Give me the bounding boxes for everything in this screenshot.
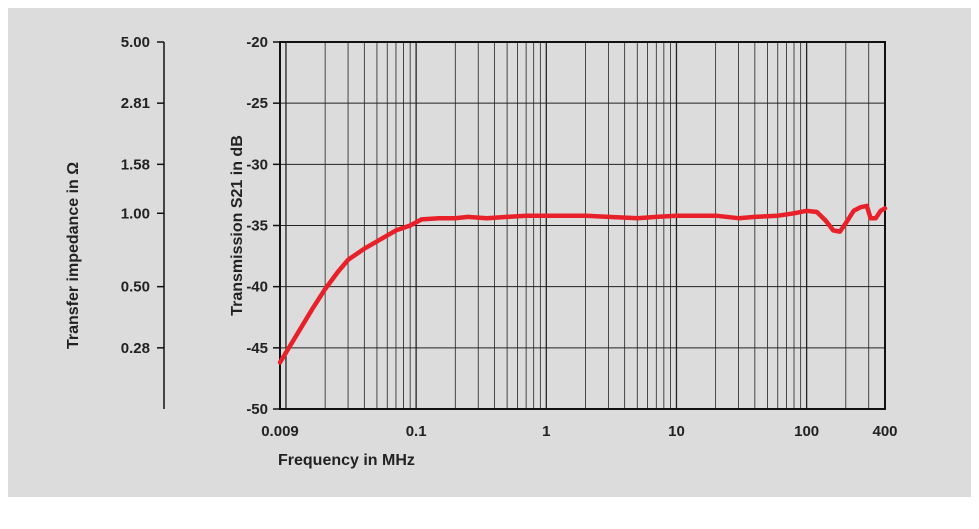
y-tick-label: -45 bbox=[246, 340, 268, 357]
x-tick-labels: 0.009 0.1 1 10 100 400 bbox=[261, 423, 897, 440]
x-tick-label: 10 bbox=[668, 423, 685, 440]
y-tick-label: -50 bbox=[246, 401, 268, 418]
x-tick-label: 0.009 bbox=[261, 423, 299, 440]
chart-grid bbox=[279, 41, 885, 410]
secondary-y-axis-title: Transfer impedance in Ω bbox=[65, 162, 82, 349]
secondary-axis: 5.00 2.81 1.58 1.00 0.50 0.28 bbox=[121, 34, 165, 409]
secondary-tick-label: 1.58 bbox=[121, 156, 150, 173]
y-tick-label: -25 bbox=[246, 95, 268, 112]
secondary-tick-label: 0.28 bbox=[121, 340, 150, 357]
secondary-tick-label: 5.00 bbox=[121, 34, 150, 51]
x-tick-label: 400 bbox=[872, 423, 897, 440]
y-tick-label: -20 bbox=[246, 34, 268, 51]
series-layer bbox=[277, 203, 888, 365]
x-tick-label: 100 bbox=[794, 423, 819, 440]
y-tick-label: -30 bbox=[246, 156, 268, 173]
y-tick-label: -40 bbox=[246, 279, 268, 296]
y-tick-label: -35 bbox=[246, 218, 268, 235]
secondary-tick-label: 0.50 bbox=[121, 279, 150, 296]
y-tick-labels: -20 -25 -30 -35 -40 -45 -50 bbox=[246, 34, 280, 418]
chart-panel: 0.009 0.1 1 10 100 400 -20 -25 -30 -35 -40 -45 -50 … bbox=[8, 8, 971, 497]
series-line bbox=[277, 203, 888, 365]
y-axis-title: Transmission S21 in dB bbox=[229, 135, 246, 316]
x-tick-label: 1 bbox=[542, 423, 550, 440]
x-axis-title: Frequency in MHz bbox=[278, 452, 415, 469]
chart-svg: 0.009 0.1 1 10 100 400 -20-25-30-35-40-45-50 … bbox=[65, 34, 898, 469]
secondary-tick-label: 1.00 bbox=[121, 205, 150, 222]
secondary-tick-label: 2.81 bbox=[121, 95, 150, 112]
x-tick-label: 0.1 bbox=[406, 423, 427, 440]
